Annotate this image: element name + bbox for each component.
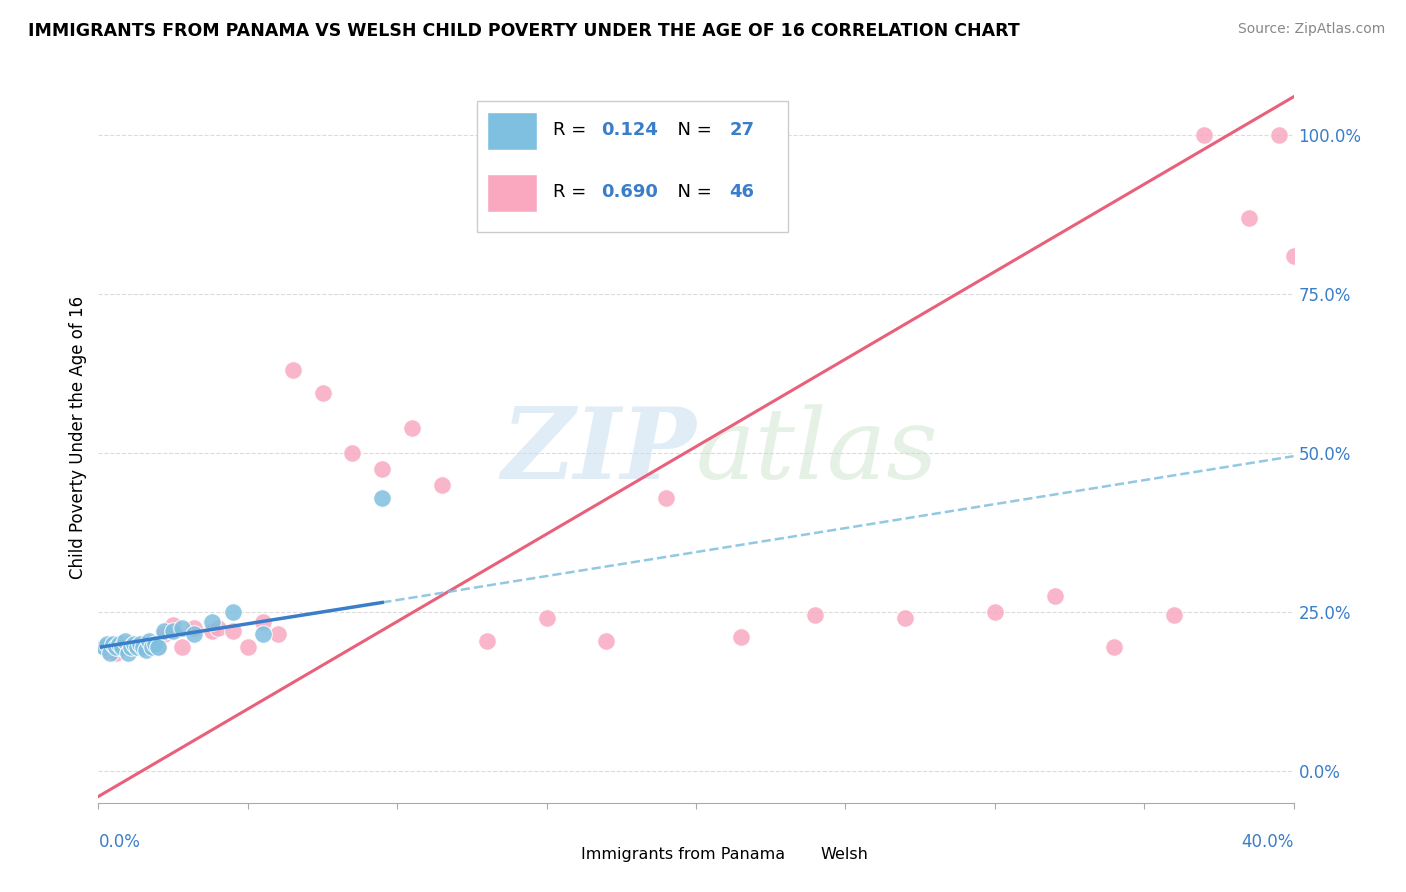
Point bbox=[267, 627, 290, 641]
FancyBboxPatch shape bbox=[779, 843, 813, 865]
Point bbox=[201, 624, 224, 638]
Point bbox=[1282, 249, 1305, 263]
Point bbox=[730, 631, 752, 645]
Point bbox=[1237, 211, 1260, 225]
Point bbox=[252, 627, 274, 641]
Point bbox=[1043, 589, 1066, 603]
Text: Immigrants from Panama: Immigrants from Panama bbox=[581, 847, 786, 862]
Point bbox=[105, 640, 128, 654]
Point bbox=[114, 633, 136, 648]
Point bbox=[1267, 128, 1289, 142]
Point bbox=[655, 491, 678, 505]
Point bbox=[222, 624, 245, 638]
Point bbox=[1192, 128, 1215, 142]
Point bbox=[401, 420, 423, 434]
Point bbox=[103, 640, 125, 654]
Point bbox=[342, 446, 364, 460]
Point bbox=[129, 637, 152, 651]
Point bbox=[252, 615, 274, 629]
Text: Source: ZipAtlas.com: Source: ZipAtlas.com bbox=[1237, 22, 1385, 37]
Point bbox=[98, 637, 122, 651]
Point bbox=[236, 640, 259, 654]
Text: R =: R = bbox=[553, 183, 592, 201]
Text: Welsh: Welsh bbox=[820, 847, 868, 862]
Point bbox=[183, 627, 205, 641]
Point bbox=[148, 640, 170, 654]
Point bbox=[96, 637, 118, 651]
Point bbox=[475, 633, 498, 648]
Text: 0.0%: 0.0% bbox=[98, 833, 141, 851]
Point bbox=[132, 640, 155, 654]
Point bbox=[141, 640, 163, 654]
Text: 40.0%: 40.0% bbox=[1241, 833, 1294, 851]
Text: N =: N = bbox=[666, 121, 717, 139]
Point bbox=[93, 640, 115, 654]
Point bbox=[311, 385, 333, 400]
Point bbox=[804, 608, 827, 623]
Point bbox=[105, 646, 128, 660]
FancyBboxPatch shape bbox=[541, 843, 574, 865]
Point bbox=[595, 633, 617, 648]
Point bbox=[111, 640, 134, 654]
Point bbox=[98, 646, 122, 660]
Point bbox=[124, 637, 146, 651]
Point bbox=[201, 615, 224, 629]
Point bbox=[135, 640, 157, 654]
Point bbox=[371, 462, 394, 476]
Text: 0.690: 0.690 bbox=[602, 183, 658, 201]
Point bbox=[536, 611, 558, 625]
Point bbox=[132, 640, 155, 654]
Point bbox=[141, 637, 163, 651]
Point bbox=[183, 621, 205, 635]
Point bbox=[430, 477, 453, 491]
FancyBboxPatch shape bbox=[486, 112, 537, 150]
Point bbox=[894, 611, 917, 625]
Point bbox=[129, 637, 152, 651]
Point bbox=[111, 640, 134, 654]
Point bbox=[127, 640, 149, 654]
FancyBboxPatch shape bbox=[486, 174, 537, 211]
Point bbox=[172, 640, 194, 654]
Point bbox=[148, 640, 170, 654]
Point bbox=[222, 605, 245, 619]
Text: 27: 27 bbox=[730, 121, 755, 139]
Point bbox=[153, 627, 176, 641]
Point bbox=[371, 491, 394, 505]
Text: IMMIGRANTS FROM PANAMA VS WELSH CHILD POVERTY UNDER THE AGE OF 16 CORRELATION CH: IMMIGRANTS FROM PANAMA VS WELSH CHILD PO… bbox=[28, 22, 1019, 40]
Point bbox=[120, 640, 142, 654]
Text: ZIP: ZIP bbox=[501, 403, 696, 500]
Point bbox=[135, 643, 157, 657]
Text: N =: N = bbox=[666, 183, 717, 201]
Point bbox=[138, 633, 160, 648]
Point bbox=[117, 646, 139, 660]
Point bbox=[124, 640, 146, 654]
Text: 0.124: 0.124 bbox=[602, 121, 658, 139]
Point bbox=[172, 621, 194, 635]
Text: 46: 46 bbox=[730, 183, 755, 201]
Point bbox=[153, 624, 176, 638]
Y-axis label: Child Poverty Under the Age of 16: Child Poverty Under the Age of 16 bbox=[69, 295, 87, 579]
Point bbox=[1104, 640, 1126, 654]
Text: R =: R = bbox=[553, 121, 592, 139]
Point bbox=[93, 640, 115, 654]
Point bbox=[96, 643, 118, 657]
Point bbox=[207, 621, 229, 635]
Text: atlas: atlas bbox=[696, 404, 939, 500]
Point bbox=[281, 363, 304, 377]
Point bbox=[103, 637, 125, 651]
Point bbox=[1163, 608, 1185, 623]
Point bbox=[114, 637, 136, 651]
Point bbox=[162, 624, 184, 638]
Point bbox=[108, 637, 131, 651]
Point bbox=[984, 605, 1007, 619]
Point bbox=[143, 637, 166, 651]
FancyBboxPatch shape bbox=[477, 101, 787, 232]
Point bbox=[117, 640, 139, 654]
Point bbox=[108, 640, 131, 654]
Point bbox=[162, 617, 184, 632]
